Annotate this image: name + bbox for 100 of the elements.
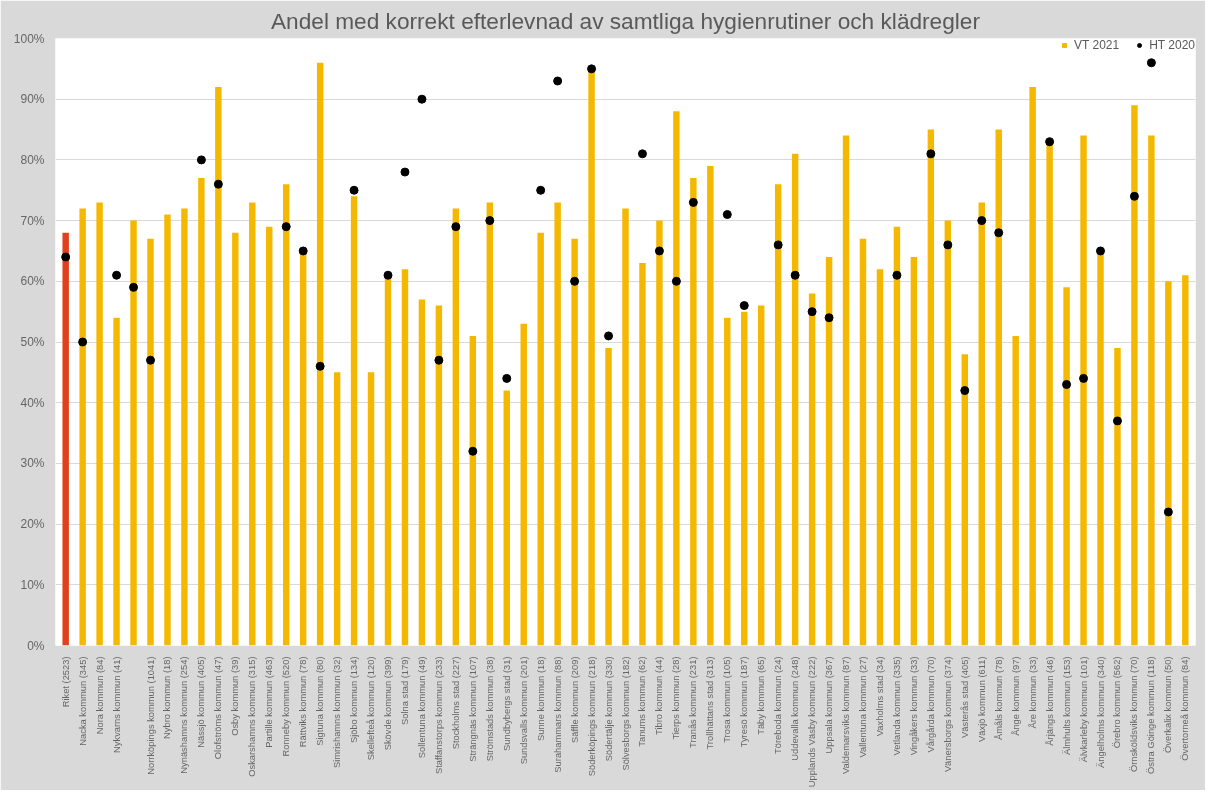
x-tick-label: Staffanstorps kommun (233): [433, 656, 444, 775]
bar: [876, 269, 884, 646]
bar: [690, 178, 697, 646]
x-tick-label: Årjängs kommun (46): [1044, 656, 1055, 746]
bar: [147, 238, 154, 646]
point: [1146, 58, 1156, 68]
x-tick-label: Växjö kommun (611): [976, 656, 987, 742]
bar: [1165, 281, 1172, 646]
x-tick-label: Överkalix kommun (50): [1163, 656, 1174, 753]
x-tick-label: Ronneby kommun (520): [281, 656, 292, 757]
y-tick-label: 30%: [20, 456, 45, 471]
bar: [469, 335, 477, 646]
point: [739, 301, 749, 311]
bar: [96, 202, 103, 646]
bar: [520, 323, 527, 646]
x-tick-label: Olofströms kommun (47): [213, 656, 224, 760]
x-tick-label: Ånge kommun (97): [1010, 656, 1021, 736]
point: [417, 94, 427, 104]
x-tick-label: Rättviks kommun (78): [298, 656, 309, 748]
x-tick-label: Sölvesborgs kommun (182): [620, 656, 631, 771]
bar: [791, 153, 799, 646]
point: [485, 216, 495, 226]
y-tick-label: 10%: [20, 577, 45, 592]
x-tick-label: Älvkarleby kommun (101): [1078, 656, 1089, 763]
bar: [266, 226, 273, 646]
x-tick-label: Täby kommun (65): [756, 656, 767, 735]
point: [654, 246, 664, 256]
point: [604, 331, 614, 341]
point: [943, 240, 953, 250]
x-tick-label: Riket (2523): [60, 656, 71, 708]
bar: [995, 129, 1002, 646]
x-tick-label: Västerås stad (405): [959, 656, 970, 738]
x-tick-label: Upplands Väsby kommun (222): [807, 656, 818, 788]
bar: [215, 87, 222, 646]
x-tick-label: Simrishamns kommun (32): [332, 656, 343, 768]
bar: [893, 226, 901, 646]
x-tick-label: Nybro kommun (18): [162, 656, 173, 739]
x-tick-label: Uddevalla kommun (248): [790, 656, 801, 761]
bar: [859, 238, 867, 646]
bar: [1029, 87, 1036, 646]
point: [1096, 246, 1105, 256]
point: [349, 185, 359, 195]
point: [688, 197, 698, 207]
x-tick-label: Töreboda kommun (24): [773, 656, 784, 754]
x-tick-label: Örebro kommun (562): [1112, 656, 1123, 749]
point: [773, 240, 783, 250]
x-tick-label: Norrköpings kommun (1041): [145, 656, 156, 775]
bar: [774, 184, 782, 646]
bar: [503, 390, 510, 646]
point: [281, 222, 291, 232]
bar: [316, 62, 324, 646]
point: [78, 337, 88, 347]
point: [960, 386, 970, 396]
y-tick-label: 40%: [20, 395, 45, 410]
x-tick-label: Nykvarns kommun (41): [111, 656, 122, 753]
bar: [367, 372, 375, 646]
x-tick-label: Vänersborgs kommun (374): [942, 656, 953, 773]
point: [1129, 191, 1139, 201]
bar: [741, 311, 748, 646]
legend-label: HT 2020: [1149, 38, 1195, 52]
x-tick-label: Valdemarsviks kommun (87): [841, 656, 852, 774]
point: [146, 355, 155, 365]
x-tick-label: Solna stad (179): [399, 656, 410, 725]
point: [570, 276, 580, 286]
point: [213, 179, 223, 189]
y-tick-label: 70%: [20, 213, 45, 228]
point: [790, 270, 800, 280]
y-tick-label: 60%: [20, 274, 45, 289]
x-tick-label: Vingåkers kommun (33): [908, 656, 919, 756]
point: [451, 222, 461, 232]
bar: [554, 202, 561, 646]
x-tick-label: Tyresö kommun (187): [739, 656, 750, 748]
x-tick-label: Surahammars kommun (88): [552, 656, 563, 773]
x-tick-label: Säffle kommun (209): [569, 656, 580, 743]
x-tick-label: Nacka kommun (345): [77, 656, 88, 746]
point: [434, 355, 444, 365]
x-tick-label: Vaxholms stad (34): [874, 656, 885, 737]
bar: [1131, 105, 1138, 646]
y-tick-label: 80%: [20, 152, 45, 167]
x-tick-label: Nora kommun (84): [94, 656, 105, 735]
bar: [707, 165, 714, 646]
bar: [435, 305, 443, 646]
x-tick-label: Strömstads kommun (38): [484, 656, 495, 762]
point: [112, 270, 122, 280]
point: [1045, 137, 1055, 147]
x-tick-label: Tierps kommun (28): [671, 656, 682, 740]
x-tick-label: Tanums kommun (62): [637, 656, 648, 747]
bar: [842, 135, 850, 646]
bar: [605, 348, 612, 646]
bar: [944, 220, 952, 646]
x-tick-label: Vårgårda kommun (70): [925, 656, 936, 753]
point: [298, 246, 308, 256]
point: [400, 167, 410, 177]
bar: [639, 263, 646, 646]
x-tick-label: Övertorneå kommun (84): [1180, 656, 1191, 761]
x-tick-label: Trosa kommun (105): [722, 656, 733, 743]
bar: [486, 202, 494, 646]
legend-label: VT 2021: [1074, 38, 1120, 52]
point: [824, 313, 834, 323]
point: [315, 361, 325, 371]
